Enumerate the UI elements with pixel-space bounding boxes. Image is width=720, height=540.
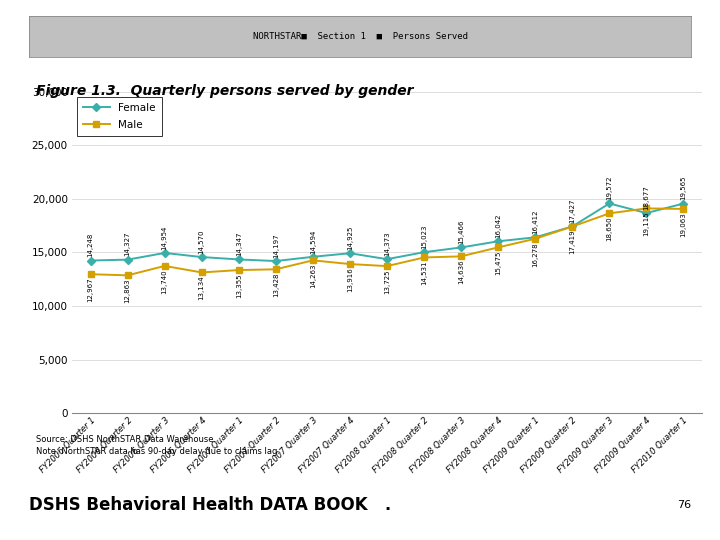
Male <box>420 254 428 261</box>
Legend: Female, Male: Female, Male <box>77 97 161 136</box>
Line: Female: Female <box>88 201 686 264</box>
Female <box>86 257 95 264</box>
Female <box>456 244 465 251</box>
Text: 15,466: 15,466 <box>458 220 464 244</box>
Text: 14,531: 14,531 <box>421 261 427 285</box>
Text: 13,725: 13,725 <box>384 269 390 294</box>
Text: Source: DSHS NorthSTAR Data Warehouse.
Note: NorthSTAR data has 90-day delay due: Source: DSHS NorthSTAR Data Warehouse. N… <box>36 435 280 456</box>
Male <box>271 266 280 273</box>
Text: 12,967: 12,967 <box>88 278 94 302</box>
Text: 19,063: 19,063 <box>680 212 686 237</box>
Female <box>197 254 206 260</box>
Text: 13,355: 13,355 <box>235 273 242 298</box>
Text: 12,863: 12,863 <box>125 279 130 303</box>
Text: 19,565: 19,565 <box>680 176 686 200</box>
Text: 14,248: 14,248 <box>88 233 94 257</box>
Male <box>679 206 688 212</box>
Text: NORTHSTAR■  Section 1  ■  Persons Served: NORTHSTAR■ Section 1 ■ Persons Served <box>253 32 467 41</box>
Text: Figure 1.3.  Quarterly persons served by gender: Figure 1.3. Quarterly persons served by … <box>36 84 413 98</box>
Text: 17,419: 17,419 <box>570 230 575 254</box>
Text: 13,740: 13,740 <box>162 269 168 294</box>
Male <box>383 263 392 269</box>
Text: 76: 76 <box>677 500 691 510</box>
Female <box>568 223 577 230</box>
Female <box>494 238 503 245</box>
Female <box>123 256 132 263</box>
Text: 14,954: 14,954 <box>162 225 168 249</box>
Male <box>161 262 169 269</box>
Text: 13,134: 13,134 <box>199 275 204 300</box>
Line: Male: Male <box>88 206 686 278</box>
Text: 16,042: 16,042 <box>495 214 501 238</box>
Text: 15,023: 15,023 <box>421 225 427 249</box>
Text: 14,263: 14,263 <box>310 264 316 288</box>
Male <box>123 272 132 279</box>
Text: 14,373: 14,373 <box>384 231 390 256</box>
Female <box>346 250 354 256</box>
Text: 18,650: 18,650 <box>606 217 612 241</box>
Female <box>420 249 428 255</box>
Male <box>235 267 243 273</box>
Text: 14,636: 14,636 <box>458 260 464 284</box>
Text: 14,347: 14,347 <box>235 232 242 256</box>
Text: 14,925: 14,925 <box>347 226 353 250</box>
Male <box>642 205 651 212</box>
Female <box>679 200 688 207</box>
Female <box>383 256 392 262</box>
Male <box>456 253 465 260</box>
Text: 14,594: 14,594 <box>310 229 316 254</box>
Text: 19,572: 19,572 <box>606 176 612 200</box>
Male <box>309 257 318 264</box>
Text: 19,115: 19,115 <box>644 212 649 236</box>
Text: 15,475: 15,475 <box>495 251 501 275</box>
Male <box>86 271 95 278</box>
Male <box>531 235 539 242</box>
Female <box>161 249 169 256</box>
Text: 14,570: 14,570 <box>199 230 204 254</box>
Text: 14,327: 14,327 <box>125 232 130 256</box>
Female <box>309 254 318 260</box>
Text: 17,427: 17,427 <box>570 199 575 223</box>
Text: 18,677: 18,677 <box>644 185 649 210</box>
Male <box>494 244 503 251</box>
Male <box>605 210 613 217</box>
Female <box>235 256 243 262</box>
Text: DSHS Behavioral Health DATA BOOK   .: DSHS Behavioral Health DATA BOOK . <box>29 496 391 514</box>
Female <box>642 210 651 217</box>
Male <box>346 261 354 267</box>
Female <box>605 200 613 207</box>
Male <box>197 269 206 276</box>
Text: 13,428: 13,428 <box>273 273 279 297</box>
Female <box>531 234 539 240</box>
Text: 14,197: 14,197 <box>273 233 279 258</box>
Text: 16,278: 16,278 <box>532 242 539 267</box>
Text: 13,916: 13,916 <box>347 267 353 292</box>
Female <box>271 258 280 264</box>
Text: 16,412: 16,412 <box>532 210 539 234</box>
Male <box>568 224 577 230</box>
